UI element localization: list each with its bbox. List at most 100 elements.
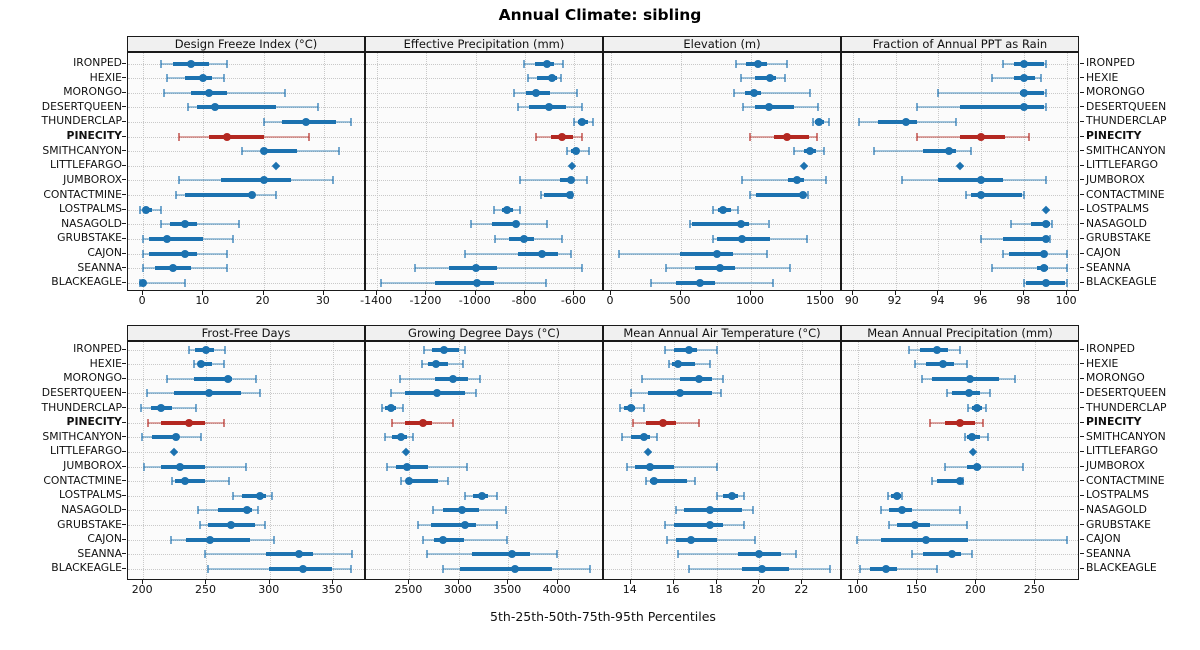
p25-p75-bar (1009, 251, 1046, 256)
site-label-left-grubstake: GRUBSTAKE (57, 517, 122, 531)
p95-cap (506, 535, 509, 544)
y-axis-tick-left (122, 538, 126, 540)
p5-cap (873, 147, 876, 156)
site-label-left-seanna: SEANNA (77, 546, 122, 560)
p5-cap (232, 491, 235, 500)
p95-cap (226, 249, 229, 258)
median-dot (706, 521, 715, 530)
p25-p75-bar (923, 149, 956, 154)
x-axis-tick (980, 291, 982, 295)
y-axis-tick-left (122, 237, 126, 239)
p95-cap (331, 176, 334, 185)
x-axis-tick (1034, 580, 1036, 584)
p5-cap (160, 59, 163, 68)
p95-cap (505, 506, 508, 515)
y-axis-tick-right (1080, 179, 1084, 181)
median-dot (432, 360, 441, 369)
row-gridline (604, 78, 840, 80)
p5-cap (379, 278, 382, 287)
x-axis-tick (425, 291, 427, 295)
y-axis-tick-right (1080, 524, 1084, 526)
row-gridline (128, 268, 364, 270)
row-gridline (842, 364, 1078, 366)
median-dot (457, 506, 466, 515)
panel-strip-growing-degree-days-c: Growing Degree Days (°C) (365, 325, 603, 341)
y-axis-tick-left (122, 509, 126, 511)
p95-cap (556, 550, 559, 559)
site-label-left-jumborox: JUMBOROX (63, 172, 122, 186)
p95-cap (232, 234, 235, 243)
x-axis-tick-label: 200 (131, 583, 153, 596)
p95-cap (160, 205, 163, 214)
median-dot (706, 506, 715, 515)
median-dot (477, 491, 486, 500)
p5-cap (967, 404, 970, 413)
tick-gridline (976, 342, 978, 579)
median-dot (226, 521, 235, 530)
row-gridline (366, 195, 602, 197)
p95-cap (349, 564, 352, 573)
p95-cap (936, 564, 939, 573)
p95-cap (901, 491, 904, 500)
row-gridline (604, 554, 840, 556)
median-dot (156, 404, 165, 413)
median-dot (921, 535, 930, 544)
tick-gridline (895, 53, 897, 290)
p95-cap (580, 132, 583, 141)
tick-gridline (269, 342, 271, 579)
p25-p75-bar (433, 537, 465, 542)
y-axis-tick-right (1080, 194, 1084, 196)
median-dot (403, 462, 412, 471)
p5-cap (171, 477, 174, 486)
median-dot (1020, 88, 1029, 97)
y-axis-tick-left (122, 62, 126, 64)
p95-cap (719, 389, 722, 398)
point-marker (799, 161, 809, 171)
x-axis-tick-label: 18 (708, 583, 723, 596)
p95-cap (715, 345, 718, 354)
y-axis-tick-right (1080, 509, 1084, 511)
site-label-left-cajon: CAJON (87, 532, 122, 546)
panel-frost-free-days (127, 341, 365, 580)
x-axis-tick (322, 291, 324, 295)
p95-cap (965, 360, 968, 369)
p25-p75-bar (435, 280, 495, 285)
x-axis-tick-label: 250 (194, 583, 216, 596)
p95-cap (736, 205, 739, 214)
p25-p75-bar (221, 178, 291, 183)
y-axis-tick-right (1080, 237, 1084, 239)
median-dot (259, 147, 268, 156)
y-axis-tick-left (122, 450, 126, 452)
y-axis-tick-left (122, 135, 126, 137)
row-gridline (366, 253, 602, 255)
median-dot (755, 550, 764, 559)
median-dot (247, 191, 256, 200)
p25-p75-bar (1019, 90, 1044, 95)
p5-cap (386, 462, 389, 471)
p95-cap (316, 103, 319, 112)
tick-gridline (333, 342, 335, 579)
row-gridline (366, 466, 602, 468)
p95-cap (254, 374, 257, 383)
p95-cap (806, 234, 808, 243)
y-axis-tick-right (1080, 150, 1084, 152)
x-axis-tick (758, 580, 760, 584)
p25-p75-bar (537, 76, 558, 81)
p25-p75-bar (970, 193, 1023, 198)
p95-cap (447, 477, 450, 486)
y-axis-tick-right (1080, 120, 1084, 122)
p95-cap (226, 59, 229, 68)
p95-cap (743, 491, 746, 500)
p25-p75-bar (676, 280, 715, 285)
p5-p95-whisker (944, 465, 1024, 468)
tick-gridline (1067, 53, 1069, 290)
y-axis-tick-right (1080, 252, 1084, 254)
p95-cap (789, 264, 792, 273)
row-gridline (604, 180, 840, 182)
row-gridline (604, 568, 840, 570)
p25-p75-bar (260, 149, 297, 154)
median-dot (418, 418, 427, 427)
tick-gridline (409, 342, 411, 579)
p5-cap (422, 535, 425, 544)
p25-p75-bar (174, 479, 206, 484)
